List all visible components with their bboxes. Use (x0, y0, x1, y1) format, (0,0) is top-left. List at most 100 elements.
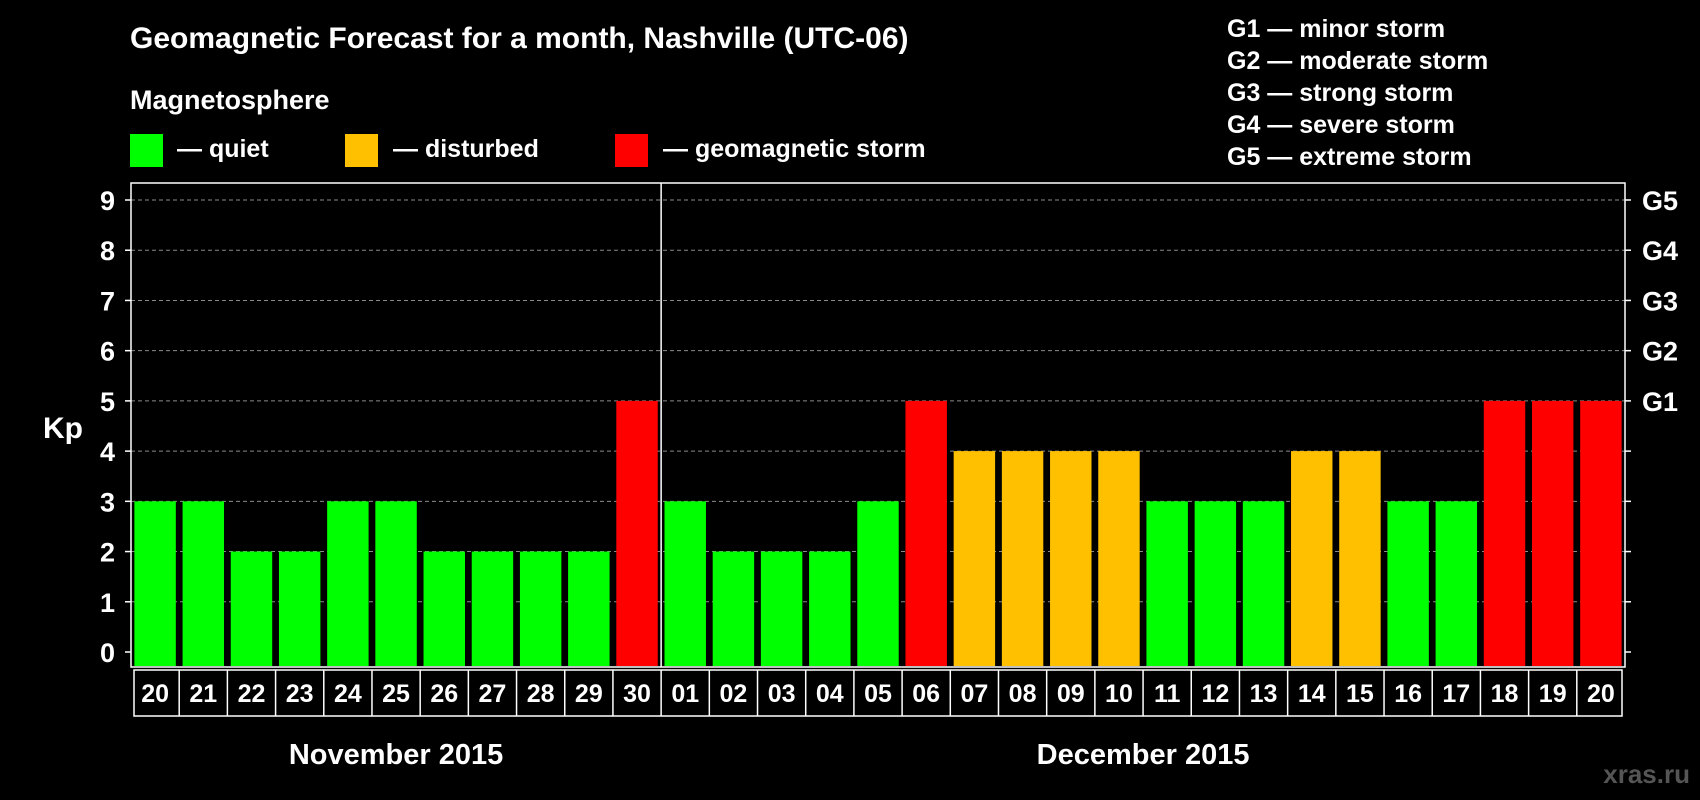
y-tick-label: 7 (100, 286, 115, 316)
date-label: 30 (623, 680, 651, 708)
date-label: 05 (864, 680, 892, 708)
y-tick-label: 1 (100, 588, 115, 618)
date-label: 06 (912, 680, 940, 708)
chart-subtitle: Magnetosphere (130, 85, 330, 115)
date-label: 13 (1250, 680, 1278, 708)
date-row-frame (133, 669, 1623, 717)
y-tick-label: 0 (100, 638, 115, 668)
date-label: 19 (1539, 680, 1567, 708)
y-tick-label: 3 (100, 487, 115, 517)
kp-bar (809, 551, 851, 666)
storm-scale-legend: G1 — minor storm G2 — moderate storm G3 … (1227, 15, 1488, 171)
legend-label-quiet: — quiet (177, 135, 269, 163)
date-label: 04 (816, 680, 844, 708)
kp-bar (1483, 400, 1526, 666)
date-label: 15 (1346, 680, 1374, 708)
y-tick-label: 4 (100, 437, 115, 467)
kp-bar (1098, 451, 1140, 666)
date-label: 20 (1587, 680, 1615, 708)
date-label: 20 (141, 680, 169, 708)
y-tick-label: 8 (100, 236, 115, 266)
kp-bar (1435, 501, 1478, 666)
storm-scale-g1: G1 — minor storm (1227, 15, 1445, 43)
date-label: 08 (1009, 680, 1037, 708)
date-label: 12 (1201, 680, 1229, 708)
legend-swatch-disturbed (345, 134, 378, 167)
y-axis-label: Kp (43, 412, 83, 445)
month-labels: November 2015 December 2015 (289, 739, 1250, 771)
kp-bar (423, 551, 465, 666)
date-label: 03 (768, 680, 796, 708)
y-tick-label: 9 (100, 186, 115, 216)
date-label: 25 (382, 680, 410, 708)
kp-bar (1050, 451, 1092, 666)
kp-bar (134, 501, 176, 666)
legend-swatch-quiet (130, 134, 163, 167)
storm-scale-g2: G2 — moderate storm (1227, 47, 1488, 75)
legend-label-disturbed: — disturbed (393, 135, 539, 163)
kp-bar (375, 501, 417, 666)
kp-bar (1194, 501, 1237, 666)
kp-bar (664, 501, 706, 666)
kp-bar (230, 551, 273, 666)
kp-bar (1291, 451, 1333, 666)
date-axis: 20 21 22 23 24 25 26 27 28 29 30 01 02 03 04 05 06 07 08 09… (133, 669, 1623, 717)
date-label: 28 (527, 680, 555, 708)
legend-label-storm: — geomagnetic storm (663, 135, 926, 163)
g-scale-tick-label: G5 (1642, 186, 1678, 216)
kp-bar (857, 501, 899, 666)
legend-swatch-storm (615, 134, 648, 167)
kp-bar (1001, 451, 1044, 666)
plot-frame (130, 182, 1626, 668)
date-label: 10 (1105, 680, 1133, 708)
g-scale-tick-label: G4 (1642, 236, 1678, 266)
kp-bar (760, 551, 803, 666)
kp-bar (1146, 501, 1188, 666)
date-label: 02 (720, 680, 748, 708)
date-label: 07 (960, 680, 988, 708)
kp-bar (1387, 501, 1429, 666)
axes: 0 1 2 3 4 5 6 7 8 9 G1 G2 G3 G4 G5 (100, 182, 1678, 668)
kp-bar (182, 501, 225, 666)
kp-bar (1339, 451, 1381, 666)
g-scale-tick-label: G2 (1642, 337, 1678, 367)
g-scale-tick-label: G1 (1642, 387, 1678, 417)
date-label: 16 (1394, 680, 1422, 708)
date-label: 23 (286, 680, 314, 708)
storm-scale-g5: G5 — extreme storm (1227, 143, 1472, 171)
date-label: 29 (575, 680, 603, 708)
date-label: 27 (479, 680, 507, 708)
y-tick-label: 5 (100, 387, 115, 417)
month-label: December 2015 (1037, 739, 1250, 771)
kp-bar (953, 451, 996, 666)
kp-bar (1242, 501, 1285, 666)
date-label: 26 (430, 680, 458, 708)
kp-bar (1580, 400, 1622, 666)
month-label: November 2015 (289, 739, 503, 771)
date-label: 22 (238, 680, 266, 708)
kp-bar (471, 551, 514, 666)
date-label: 18 (1491, 680, 1519, 708)
g-scale-tick-label: G3 (1642, 286, 1678, 316)
kp-bar (327, 501, 369, 666)
y-tick-label: 6 (100, 337, 115, 367)
date-label: 17 (1442, 680, 1470, 708)
date-label: 09 (1057, 680, 1085, 708)
date-label: 14 (1298, 680, 1326, 708)
watermark: xras.ru (1603, 759, 1690, 789)
date-label: 11 (1154, 680, 1181, 708)
y-tick-label: 2 (100, 538, 115, 568)
kp-bar (1531, 400, 1574, 666)
storm-scale-g4: G4 — severe storm (1227, 111, 1455, 139)
date-label: 21 (189, 680, 217, 708)
legend: — quiet — disturbed — geomagnetic storm (130, 134, 926, 167)
kp-bar (519, 551, 562, 666)
kp-bar (568, 551, 610, 666)
kp-bar (905, 400, 947, 666)
kp-bar (616, 400, 658, 666)
kp-bar (278, 551, 321, 666)
storm-scale-g3: G3 — strong storm (1227, 79, 1453, 107)
chart-title: Geomagnetic Forecast for a month, Nashvi… (130, 22, 909, 55)
date-label: 24 (334, 680, 362, 708)
